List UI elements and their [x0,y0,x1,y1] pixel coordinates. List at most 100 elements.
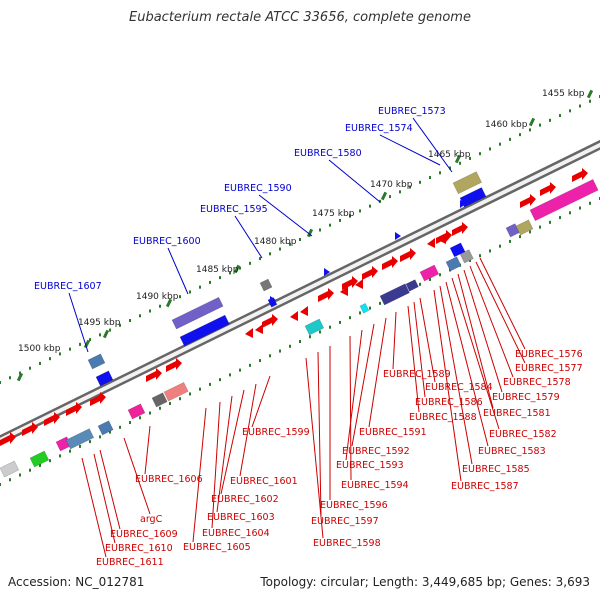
gene-arrow [245,328,253,338]
track-dot [19,371,21,375]
track-dot [209,382,211,386]
gene-arrow [290,311,298,321]
track-dot [139,314,141,318]
track-dot [199,285,201,289]
leader-line [412,117,453,173]
gene-arrow [395,232,401,240]
gene-arrow [452,222,468,236]
track-dot [269,354,271,358]
tick-mark [454,154,462,164]
leader-line [479,257,526,350]
track-dot [369,204,371,208]
track-dot [539,123,541,127]
track-dot [519,235,521,239]
leader-line [234,215,263,259]
track-dot [409,185,411,189]
track-dot [79,444,81,448]
gene-arrow [255,324,263,334]
gene-feature [95,370,114,387]
tick-mark [16,372,24,382]
track-dot [259,359,261,363]
gene-feature [419,264,440,282]
track-dot [419,180,421,184]
gene-label-above: EUBREC_1573 [378,106,446,117]
track-dot [9,376,11,380]
track-dot [89,440,91,444]
leader-line [475,261,526,364]
track-dot [319,228,321,232]
leader-line [445,281,489,447]
gene-arrow [427,238,435,248]
track-dot [69,449,71,453]
track-dot [29,468,31,472]
track-dot [209,280,211,284]
track-dot [579,104,581,108]
gene-label-below: EUBREC_1585 [462,464,530,475]
track-dot [189,392,191,396]
gene-arrow [22,422,38,436]
gene-label-below: EUBREC_1587 [451,481,519,492]
track-dot [59,352,61,356]
gene-arrow [146,368,162,382]
track-dot [19,473,21,477]
gene-feature [452,171,482,195]
gene-label-below: EUBREC_1593 [336,460,404,471]
track-dot [49,357,51,361]
leader-line [439,285,473,465]
track-dot [509,137,511,141]
gene-arrow [520,194,536,208]
track-dot [559,114,561,118]
gene-label-below: EUBREC_1604 [202,528,270,539]
leader-line [463,269,503,393]
gene-label-below: EUBREC_1602 [211,494,279,505]
gene-label-below: EUBREC_1601 [230,476,298,487]
leader-line [167,247,189,295]
track-dot [479,254,481,258]
gene-feature [163,382,189,402]
track-dot [459,161,461,165]
tick-mark [380,191,388,201]
leader-line [451,277,500,430]
gene-label-below: EUBREC_1579 [492,392,560,403]
track-dot [349,214,351,218]
track-dot [279,247,281,251]
leader-line [99,449,121,530]
gene-arrow [270,296,276,304]
gene-arrow [318,288,334,302]
gene-arrow [262,314,278,328]
track-dot [329,223,331,227]
gene-arrow [324,268,330,276]
gene-feature [87,353,106,370]
track-dot [239,266,241,270]
track-dot [339,218,341,222]
track-dot [0,483,1,486]
leader-line [413,301,426,398]
gene-label-below: argC [140,514,163,525]
track-dot [119,425,121,429]
gene-feature [379,283,410,306]
tick-mark [306,228,314,238]
leader-line [349,335,352,481]
gene-arrow [166,358,182,372]
track-dot [489,249,491,253]
track-dot [179,295,181,299]
gene-label-below: EUBREC_1599 [242,427,310,438]
gene-arrow [340,286,348,296]
track-dot [39,361,41,365]
gene-label-below: EUBREC_1589 [383,369,451,380]
tick-mark [83,339,91,349]
gene-feature [359,303,370,314]
gene-feature [304,318,325,336]
gene-label-below: EUBREC_1594 [341,480,409,491]
leader-line [328,159,381,203]
gene-labels: EUBREC_1573 EUBREC_1574 EUBREC_1580 EUBREC_… [34,106,583,568]
track-dot [289,344,291,348]
gene-feature [0,460,20,478]
gene-label-below: EUBREC_1597 [311,516,379,527]
leader-line [258,194,313,237]
gene-label-below: EUBREC_1586 [415,397,483,408]
leader-line [251,375,271,428]
track-dot [129,421,131,425]
